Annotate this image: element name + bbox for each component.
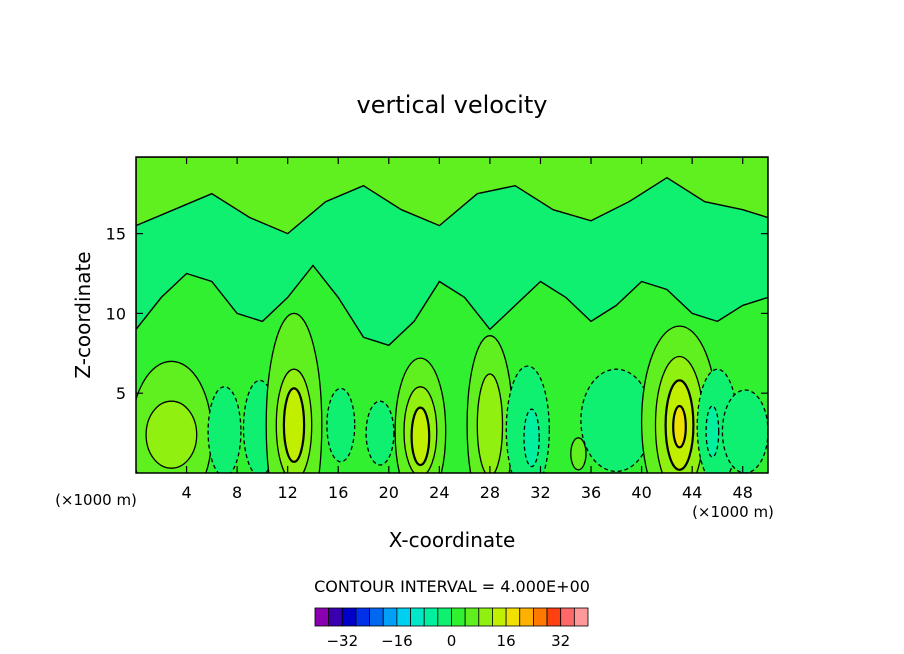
colorbar-swatch <box>369 607 384 627</box>
plot-area <box>136 157 768 473</box>
colorbar-swatch <box>451 607 466 627</box>
contour-cells <box>136 312 768 473</box>
contour-cell-11 <box>410 406 431 467</box>
contour-cell-7 <box>326 387 356 463</box>
colorbar-swatch <box>423 607 439 627</box>
x-tick-label: 32 <box>530 483 550 502</box>
colorbar-swatch <box>464 607 480 627</box>
x-tick-label: 12 <box>278 483 298 502</box>
y-axis-ticks: 5 10 15 <box>106 225 768 403</box>
contour-cell-23 <box>705 405 720 458</box>
colorbar-tick-label: 0 <box>447 632 457 650</box>
colorbar-swatch <box>478 607 493 627</box>
contour-cell-16 <box>570 437 587 471</box>
x-unit-label-right: (×1000 m) <box>692 503 774 521</box>
x-tick-label: 36 <box>581 483 601 502</box>
upper-bands <box>136 157 768 347</box>
x-tick-label: 44 <box>682 483 702 502</box>
y-tick-label: 10 <box>106 304 126 323</box>
y-tick-label: 5 <box>116 384 126 403</box>
contour-interval-label: CONTOUR INTERVAL = 4.000E+00 <box>314 577 590 596</box>
colorbar-swatch <box>492 607 507 627</box>
x-unit-label-left: (×1000 m) <box>55 491 137 509</box>
colorbar-swatch <box>355 607 371 627</box>
contour-cell-8 <box>365 400 395 466</box>
colorbar-swatch <box>314 607 330 627</box>
colorbar-swatch <box>505 607 521 627</box>
x-tick-label: 24 <box>429 483 449 502</box>
chart-title: vertical velocity <box>357 91 548 119</box>
x-tick-label: 48 <box>733 483 753 502</box>
y-axis-label: Z-coordinate <box>71 251 95 378</box>
colorbar-swatch <box>560 607 575 627</box>
contour-cell-21 <box>672 404 687 449</box>
colorbar-tick-label: −16 <box>381 632 413 650</box>
colorbar-swatch <box>519 607 534 627</box>
contour-cell-1 <box>145 400 198 469</box>
x-axis-ticks: 4 8 12 16 20 24 28 32 36 40 44 48 <box>181 157 753 502</box>
contour-cell-24 <box>721 389 768 473</box>
colorbar-tick-label: 16 <box>497 632 516 650</box>
colorbar-swatch <box>396 607 411 627</box>
colorbar <box>314 607 589 627</box>
colorbar-tick-label: −32 <box>326 632 358 650</box>
upper-band-1 <box>136 157 768 235</box>
colorbar-tick-label: 32 <box>551 632 570 650</box>
colorbar-swatch <box>341 607 357 627</box>
colorbar-swatch <box>573 607 589 627</box>
contour-cell-2 <box>207 386 242 473</box>
x-tick-label: 28 <box>480 483 500 502</box>
x-tick-label: 16 <box>328 483 348 502</box>
x-tick-label: 20 <box>379 483 399 502</box>
x-tick-label: 40 <box>631 483 651 502</box>
contour-cell-6 <box>282 387 306 463</box>
colorbar-tick-labels: −32 −16 0 16 32 <box>326 632 570 650</box>
x-tick-label: 8 <box>232 483 242 502</box>
y-tick-label: 15 <box>106 225 126 244</box>
colorbar-swatch <box>382 607 398 627</box>
x-axis-label: X-coordinate <box>389 528 516 552</box>
colorbar-swatch <box>546 607 562 627</box>
colorbar-swatch <box>533 607 548 627</box>
x-tick-label: 4 <box>181 483 191 502</box>
colorbar-swatch <box>328 607 343 627</box>
colorbar-swatch <box>437 607 452 627</box>
colorbar-swatch <box>410 607 425 627</box>
plot-frame <box>135 156 769 474</box>
contour-cell-13 <box>476 373 504 473</box>
contour-cell-15 <box>523 408 540 468</box>
